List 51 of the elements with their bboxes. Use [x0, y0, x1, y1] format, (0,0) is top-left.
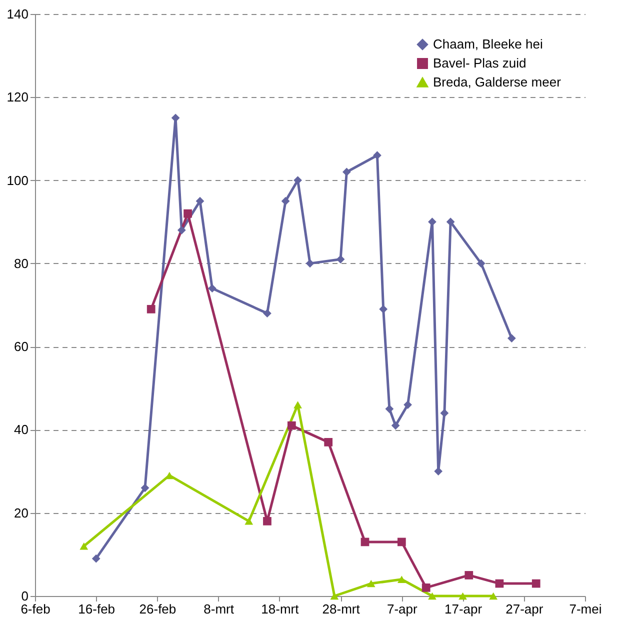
- x-tick-label: 6-feb: [20, 602, 50, 616]
- point: [397, 538, 406, 546]
- point: [208, 284, 216, 293]
- point: [532, 579, 540, 588]
- x-tick-label: 18-mrt: [261, 602, 300, 616]
- point: [428, 592, 436, 600]
- x-tick-label: 26-feb: [139, 602, 176, 616]
- x-tick-label: 7-mei: [569, 602, 602, 616]
- point: [385, 404, 394, 414]
- x-tick-label: 7-apr: [386, 602, 418, 616]
- y-tick-label: 80: [14, 256, 28, 271]
- x-tick-label: 17-apr: [444, 602, 483, 616]
- legend-label: Breda, Galderse meer: [433, 74, 562, 90]
- legend-label: Chaam, Bleeke hei: [433, 36, 543, 52]
- point: [184, 209, 192, 218]
- point: [366, 580, 376, 588]
- y-tick-label: 140: [6, 6, 28, 22]
- point: [287, 421, 296, 430]
- y-tick-label: 60: [14, 339, 28, 354]
- point: [507, 334, 516, 342]
- y-tick-label: 100: [6, 172, 28, 188]
- y-tick-label: 0: [21, 588, 28, 604]
- x-tick-label: 8-mrt: [204, 602, 234, 616]
- point: [458, 592, 467, 600]
- point: [244, 518, 254, 525]
- point: [336, 255, 345, 264]
- y-tick-label: 120: [6, 90, 28, 105]
- point: [391, 421, 400, 430]
- point: [306, 259, 314, 268]
- x-tick-label: 27-apr: [506, 602, 544, 616]
- point: [464, 571, 474, 580]
- x-tick-label: 16-feb: [78, 602, 116, 616]
- point: [404, 400, 412, 409]
- point: [476, 259, 486, 268]
- point: [342, 168, 351, 176]
- y-tick-label: 20: [14, 505, 28, 520]
- point: [177, 226, 186, 234]
- point: [263, 309, 272, 318]
- y-tick-label: 40: [14, 422, 28, 438]
- point: [360, 538, 370, 546]
- point: [373, 151, 382, 160]
- point: [324, 438, 333, 446]
- point: [495, 579, 504, 588]
- point: [263, 516, 272, 526]
- point: [489, 592, 498, 600]
- point: [281, 196, 290, 206]
- point: [294, 401, 302, 408]
- x-tick-label: 28-mrt: [322, 602, 360, 616]
- point: [422, 584, 430, 592]
- legend-label: Bavel- Plas zuid: [433, 56, 526, 70]
- point: [397, 576, 406, 583]
